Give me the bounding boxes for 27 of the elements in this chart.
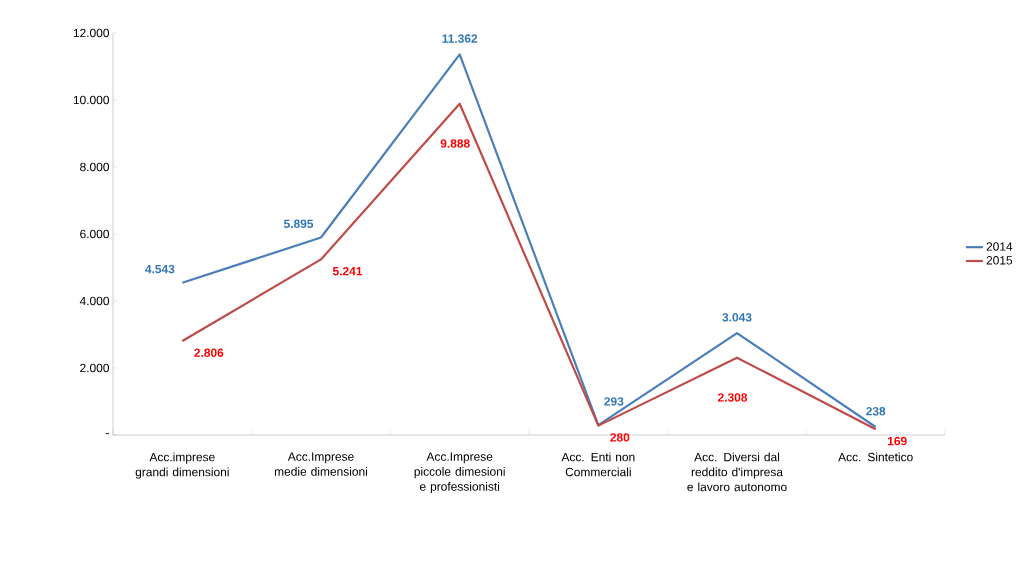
x-tick-label: Acc.imprese grandi dimensioni xyxy=(135,452,229,479)
y-tick-label: 2.000 xyxy=(80,363,110,373)
y-tick-label: 4.000 xyxy=(79,296,110,306)
data-label: 2.806 xyxy=(194,348,224,357)
data-label: 5.895 xyxy=(283,219,314,228)
data-label: 238 xyxy=(866,407,886,416)
legend-label: 2014 xyxy=(986,242,1013,251)
x-tick-label: Acc. Diversi dal reddito d'impresa e lavoro autonomo xyxy=(687,452,787,492)
data-label: 169 xyxy=(887,436,907,446)
x-tick-label: Acc. Sintetico xyxy=(838,452,913,462)
y-tick-label: 10.000 xyxy=(73,95,110,105)
legend-label: 2015 xyxy=(986,256,1013,265)
data-label: 293 xyxy=(604,397,624,406)
y-tick-label: 12.000 xyxy=(73,28,110,38)
x-tick-label: Acc. Enti non Commerciali xyxy=(561,452,635,477)
y-tick-label: 6.000 xyxy=(80,229,110,239)
data-label: 9.888 xyxy=(440,139,470,148)
data-label: 4.543 xyxy=(145,264,175,274)
data-label: 2.308 xyxy=(717,393,748,402)
data-label: 3.043 xyxy=(722,313,752,322)
y-tick-label: - xyxy=(106,433,109,435)
x-tick-label: Acc.Imprese medie dimensioni xyxy=(274,452,368,476)
data-label: 280 xyxy=(610,433,630,442)
data-label: 5.241 xyxy=(332,266,363,276)
data-label: 11.362 xyxy=(442,34,478,43)
x-tick-label: Acc.Imprese piccole dimesioni e professionisti xyxy=(414,452,505,494)
y-tick-label: 8.000 xyxy=(80,162,110,172)
